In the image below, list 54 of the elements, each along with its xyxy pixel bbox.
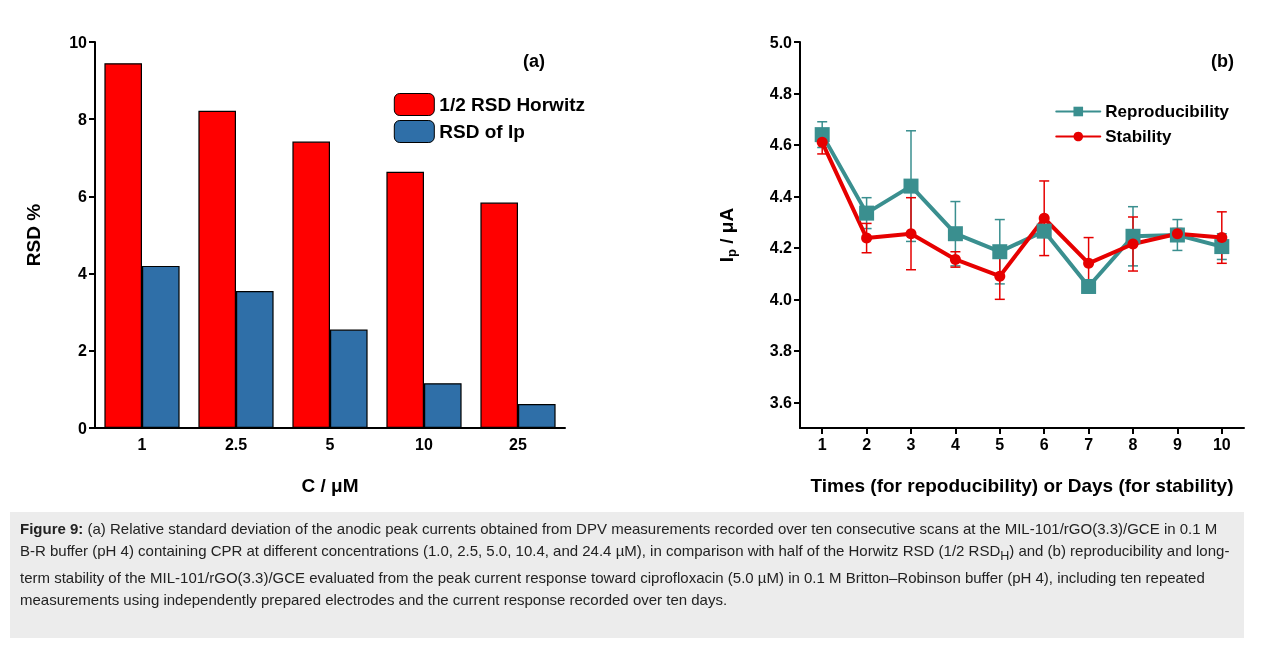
- point: [861, 232, 873, 244]
- x-tick-label: 6: [1039, 435, 1049, 453]
- y-tick-label: 5.0: [769, 33, 793, 51]
- x-tick-label: 8: [1128, 435, 1138, 453]
- x-tick-label: 4: [950, 435, 960, 453]
- point: [1216, 232, 1228, 244]
- x-tick-label: 9: [1172, 435, 1182, 453]
- x-axis-title: C / μM: [301, 475, 359, 496]
- point: [859, 205, 875, 221]
- y-tick-label: 4.2: [769, 239, 793, 257]
- annotation: (b): [1211, 51, 1235, 71]
- y-tick-label: 3.8: [769, 342, 793, 360]
- legend-label: RSD of Ip: [439, 121, 525, 142]
- x-tick-label: 5: [995, 435, 1005, 453]
- y-tick-label: 4.8: [769, 84, 793, 102]
- y-axis-title: RSD %: [23, 203, 44, 267]
- x-tick-label: 10: [1212, 435, 1231, 453]
- point: [1083, 257, 1095, 269]
- point: [905, 228, 917, 240]
- point: [1081, 278, 1097, 294]
- caption: Figure 9: (a) Relative standard deviation of the anodic peak currents obtained from DPV measurements recorded over ten consecutive scans at the MIL-101/rGO(3.3)/GCE in 0.1 M B-R buffer (pH 4) containing CPR at different concentrations (1.0, 2.5, 5.0, 10.4, and 24.4 µM), in comparison with half of the Horwitz RSD (1/2 RSD$_{H}$) and (b) reproducibility and long-term stability of the MIL-101/rGO(3.3)/GCE evaluated from the peak current response toward ciprofloxacin (5.0 µM) in 0.1 M Britton–Robinson buffer (pH 4), including ten repeated measurements using independently prepared electrodes and the current response recorded over ten days.: [20, 520, 1230, 608]
- y-tick-label: 10: [69, 33, 88, 51]
- point: [947, 226, 963, 242]
- x-tick-label: 7: [1084, 435, 1094, 453]
- y-axis-title: Ip / μA: [716, 207, 739, 263]
- point: [1036, 223, 1052, 239]
- x-tick-label: 10: [415, 435, 433, 453]
- legend-label: Stability: [1105, 127, 1172, 146]
- y-tick-label: 0: [78, 419, 88, 437]
- x-axis-title: Times (for repoducibility) or Days (for stability): [810, 475, 1234, 496]
- y-tick-label: 4.0: [769, 290, 793, 308]
- point: [816, 136, 828, 148]
- point: [1127, 238, 1139, 250]
- point: [992, 244, 1008, 260]
- y-tick-label: 3.6: [769, 393, 793, 411]
- legend-label: 1/2 RSD Horwitz: [439, 94, 586, 115]
- x-tick-label: 1: [137, 435, 147, 453]
- point: [1038, 212, 1050, 224]
- y-tick-label: 4.6: [769, 136, 793, 154]
- annotation: (a): [523, 51, 546, 71]
- x-tick-label: 25: [509, 435, 527, 453]
- legend-label: Reproducibility: [1105, 102, 1230, 121]
- x-tick-label: 2.5: [224, 435, 248, 453]
- y-tick-label: 4: [78, 265, 88, 283]
- y-tick-label: 6: [78, 187, 88, 205]
- y-tick-label: 4.4: [769, 187, 793, 205]
- point: [994, 270, 1006, 282]
- y-tick-label: 8: [78, 110, 88, 128]
- x-tick-label: 1: [817, 435, 827, 453]
- y-tick-label: 2: [78, 342, 88, 360]
- x-tick-label: 2: [862, 435, 872, 453]
- point: [903, 178, 919, 194]
- x-tick-label: 3: [906, 435, 916, 453]
- x-tick-label: 5: [325, 435, 335, 453]
